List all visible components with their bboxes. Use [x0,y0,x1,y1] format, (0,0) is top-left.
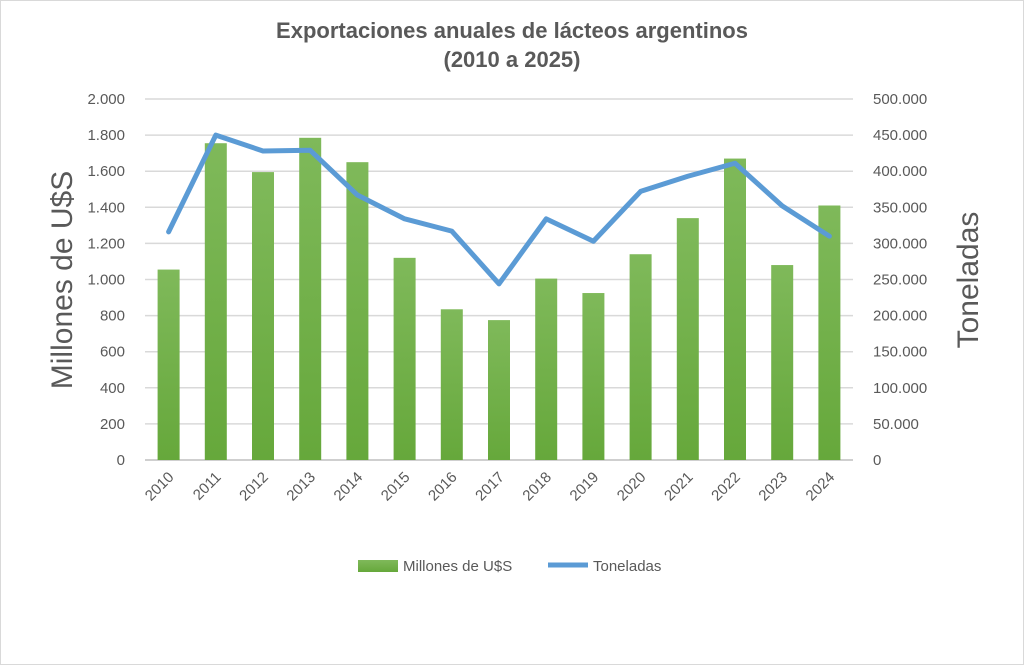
bar [676,218,699,460]
legend-swatch-bar [358,560,398,572]
y-tick-label: 800 [100,308,125,325]
y2-axis-label: Toneladas [952,212,985,349]
y2-tick-label: 250.000 [873,272,927,289]
bar [440,309,463,460]
bar [346,162,369,461]
bar [157,269,180,460]
bar [582,293,605,460]
x-tick-label: 2019 [567,469,603,505]
legend-label-bar: Millones de U$S [403,558,512,575]
y2-tick-label: 200.000 [873,308,927,325]
bar [393,257,416,460]
y-axis-label: Millones de U$S [46,171,79,389]
y-tick-label: 0 [117,452,125,469]
bar [299,137,322,460]
x-tick-label: 2010 [142,469,178,505]
x-tick-label: 2012 [236,469,272,505]
y-tick-label: 1.600 [87,163,125,180]
y-tick-label: 2.000 [87,91,125,108]
y-tick-label: 1.400 [87,199,125,216]
y-tick-label: 1.200 [87,235,125,252]
legend: Millones de U$S Toneladas [358,558,661,575]
bar [252,172,274,461]
y2-tick-label: 0 [873,452,881,469]
x-tick-label: 2015 [378,469,414,505]
bar [629,254,652,460]
x-tick-label: 2011 [190,469,225,504]
bar [204,143,227,460]
legend-label-line: Toneladas [593,558,661,575]
y2-tick-label: 150.000 [873,344,927,361]
bar [535,278,558,460]
y2-tick-label: 500.000 [873,91,927,108]
y2-tick-label: 400.000 [873,163,927,180]
y2-tick-label: 450.000 [873,127,927,144]
y-tick-label: 200 [100,416,125,433]
x-tick-label: 2024 [803,469,839,505]
chart-title-line1: Exportaciones anuales de lácteos argenti… [276,18,748,43]
bar [771,265,794,460]
x-tick-label: 2018 [519,469,555,505]
bar [818,205,841,460]
x-tick-label: 2017 [472,469,508,505]
x-tick-label: 2014 [331,469,367,505]
x-tick-label: 2023 [755,469,791,505]
y-tick-label: 400 [100,380,125,397]
y2-tick-label: 300.000 [873,235,927,252]
y-tick-label: 1.000 [87,272,125,289]
y2-tick-label: 50.000 [873,416,919,433]
bar [488,320,510,460]
x-tick-label: 2021 [661,469,697,505]
y2-tick-label: 350.000 [873,199,927,216]
x-tick-label: 2020 [614,469,650,505]
chart-title-line2: (2010 a 2025) [444,47,581,72]
y2-tick-label: 100.000 [873,380,927,397]
x-tick-label: 2016 [425,469,461,505]
y-tick-label: 600 [100,344,125,361]
x-tick-label: 2022 [708,469,744,505]
x-tick-label: 2013 [283,469,319,505]
y-tick-label: 1.800 [87,127,125,144]
bar [724,158,746,460]
